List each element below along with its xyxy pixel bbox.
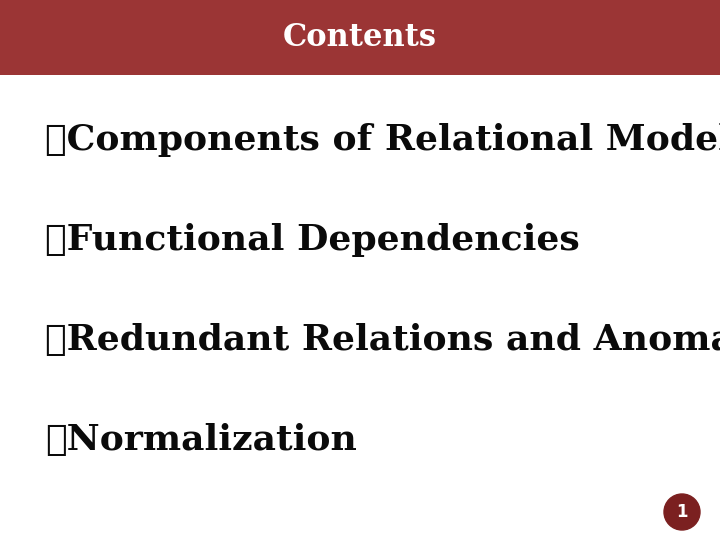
Text: 1: 1: [676, 503, 688, 521]
Text: ➤Redundant Relations and Anomalies: ➤Redundant Relations and Anomalies: [45, 323, 720, 357]
Text: ➤Functional Dependencies: ➤Functional Dependencies: [45, 223, 580, 257]
Text: ➤Normalization: ➤Normalization: [45, 423, 357, 457]
Text: Contents: Contents: [283, 22, 437, 53]
Text: ➤Components of Relational Model: ➤Components of Relational Model: [45, 123, 720, 157]
Bar: [0, 0, 720, 75]
Circle shape: [664, 494, 700, 530]
